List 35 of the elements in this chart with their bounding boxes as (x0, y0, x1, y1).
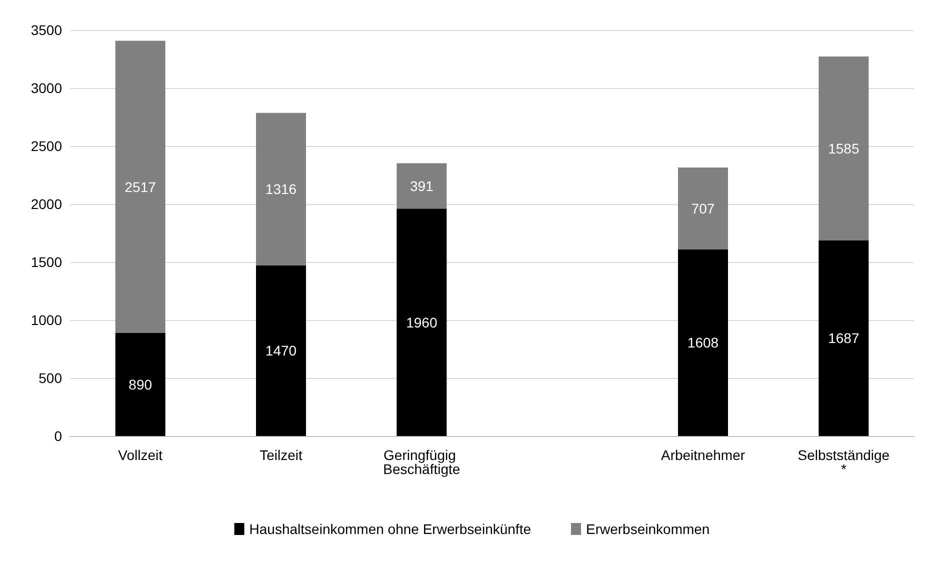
data-label: 1316 (265, 181, 297, 198)
data-label: 1585 (828, 140, 860, 156)
data-label: 1608 (687, 334, 719, 351)
data-label: 707 (691, 200, 715, 216)
legend-label: Haushaltseinkommen ohne Erwerbseinkünfte (249, 521, 532, 537)
legend-label: Erwerbseinkommen (586, 521, 710, 537)
y-tick-label: 3000 (30, 80, 62, 96)
x-tick-label: Vollzeit (118, 447, 163, 463)
x-tick-label: Geringfügig Beschäftigte (383, 447, 460, 477)
y-tick-label: 2500 (30, 138, 62, 154)
bar (818, 56, 869, 240)
y-tick-label: 1000 (30, 312, 62, 328)
y-tick-label: 0 (54, 428, 62, 444)
bar (115, 40, 166, 333)
bar (256, 265, 306, 436)
bar (396, 208, 447, 436)
data-label: 1960 (406, 314, 438, 330)
bar (115, 332, 166, 436)
x-tick-label: Arbeitnehmer (660, 447, 746, 463)
bar (396, 163, 447, 209)
x-tick-label: Teilzeit (260, 447, 303, 463)
data-label: 391 (410, 178, 434, 194)
bar (818, 240, 869, 436)
y-tick-label: 2000 (30, 196, 62, 212)
bar (678, 167, 728, 250)
y-tick-label: 3500 (30, 22, 62, 38)
y-tick-label: 500 (38, 370, 62, 386)
bar (678, 249, 728, 436)
data-label: 890 (128, 376, 152, 392)
bar (256, 112, 306, 266)
data-label: 1687 (828, 330, 860, 346)
y-tick-label: 1500 (30, 254, 62, 270)
x-tick-label: Selbstständige* (798, 447, 890, 477)
data-label: 2517 (124, 178, 156, 195)
data-label: 1470 (265, 342, 297, 359)
